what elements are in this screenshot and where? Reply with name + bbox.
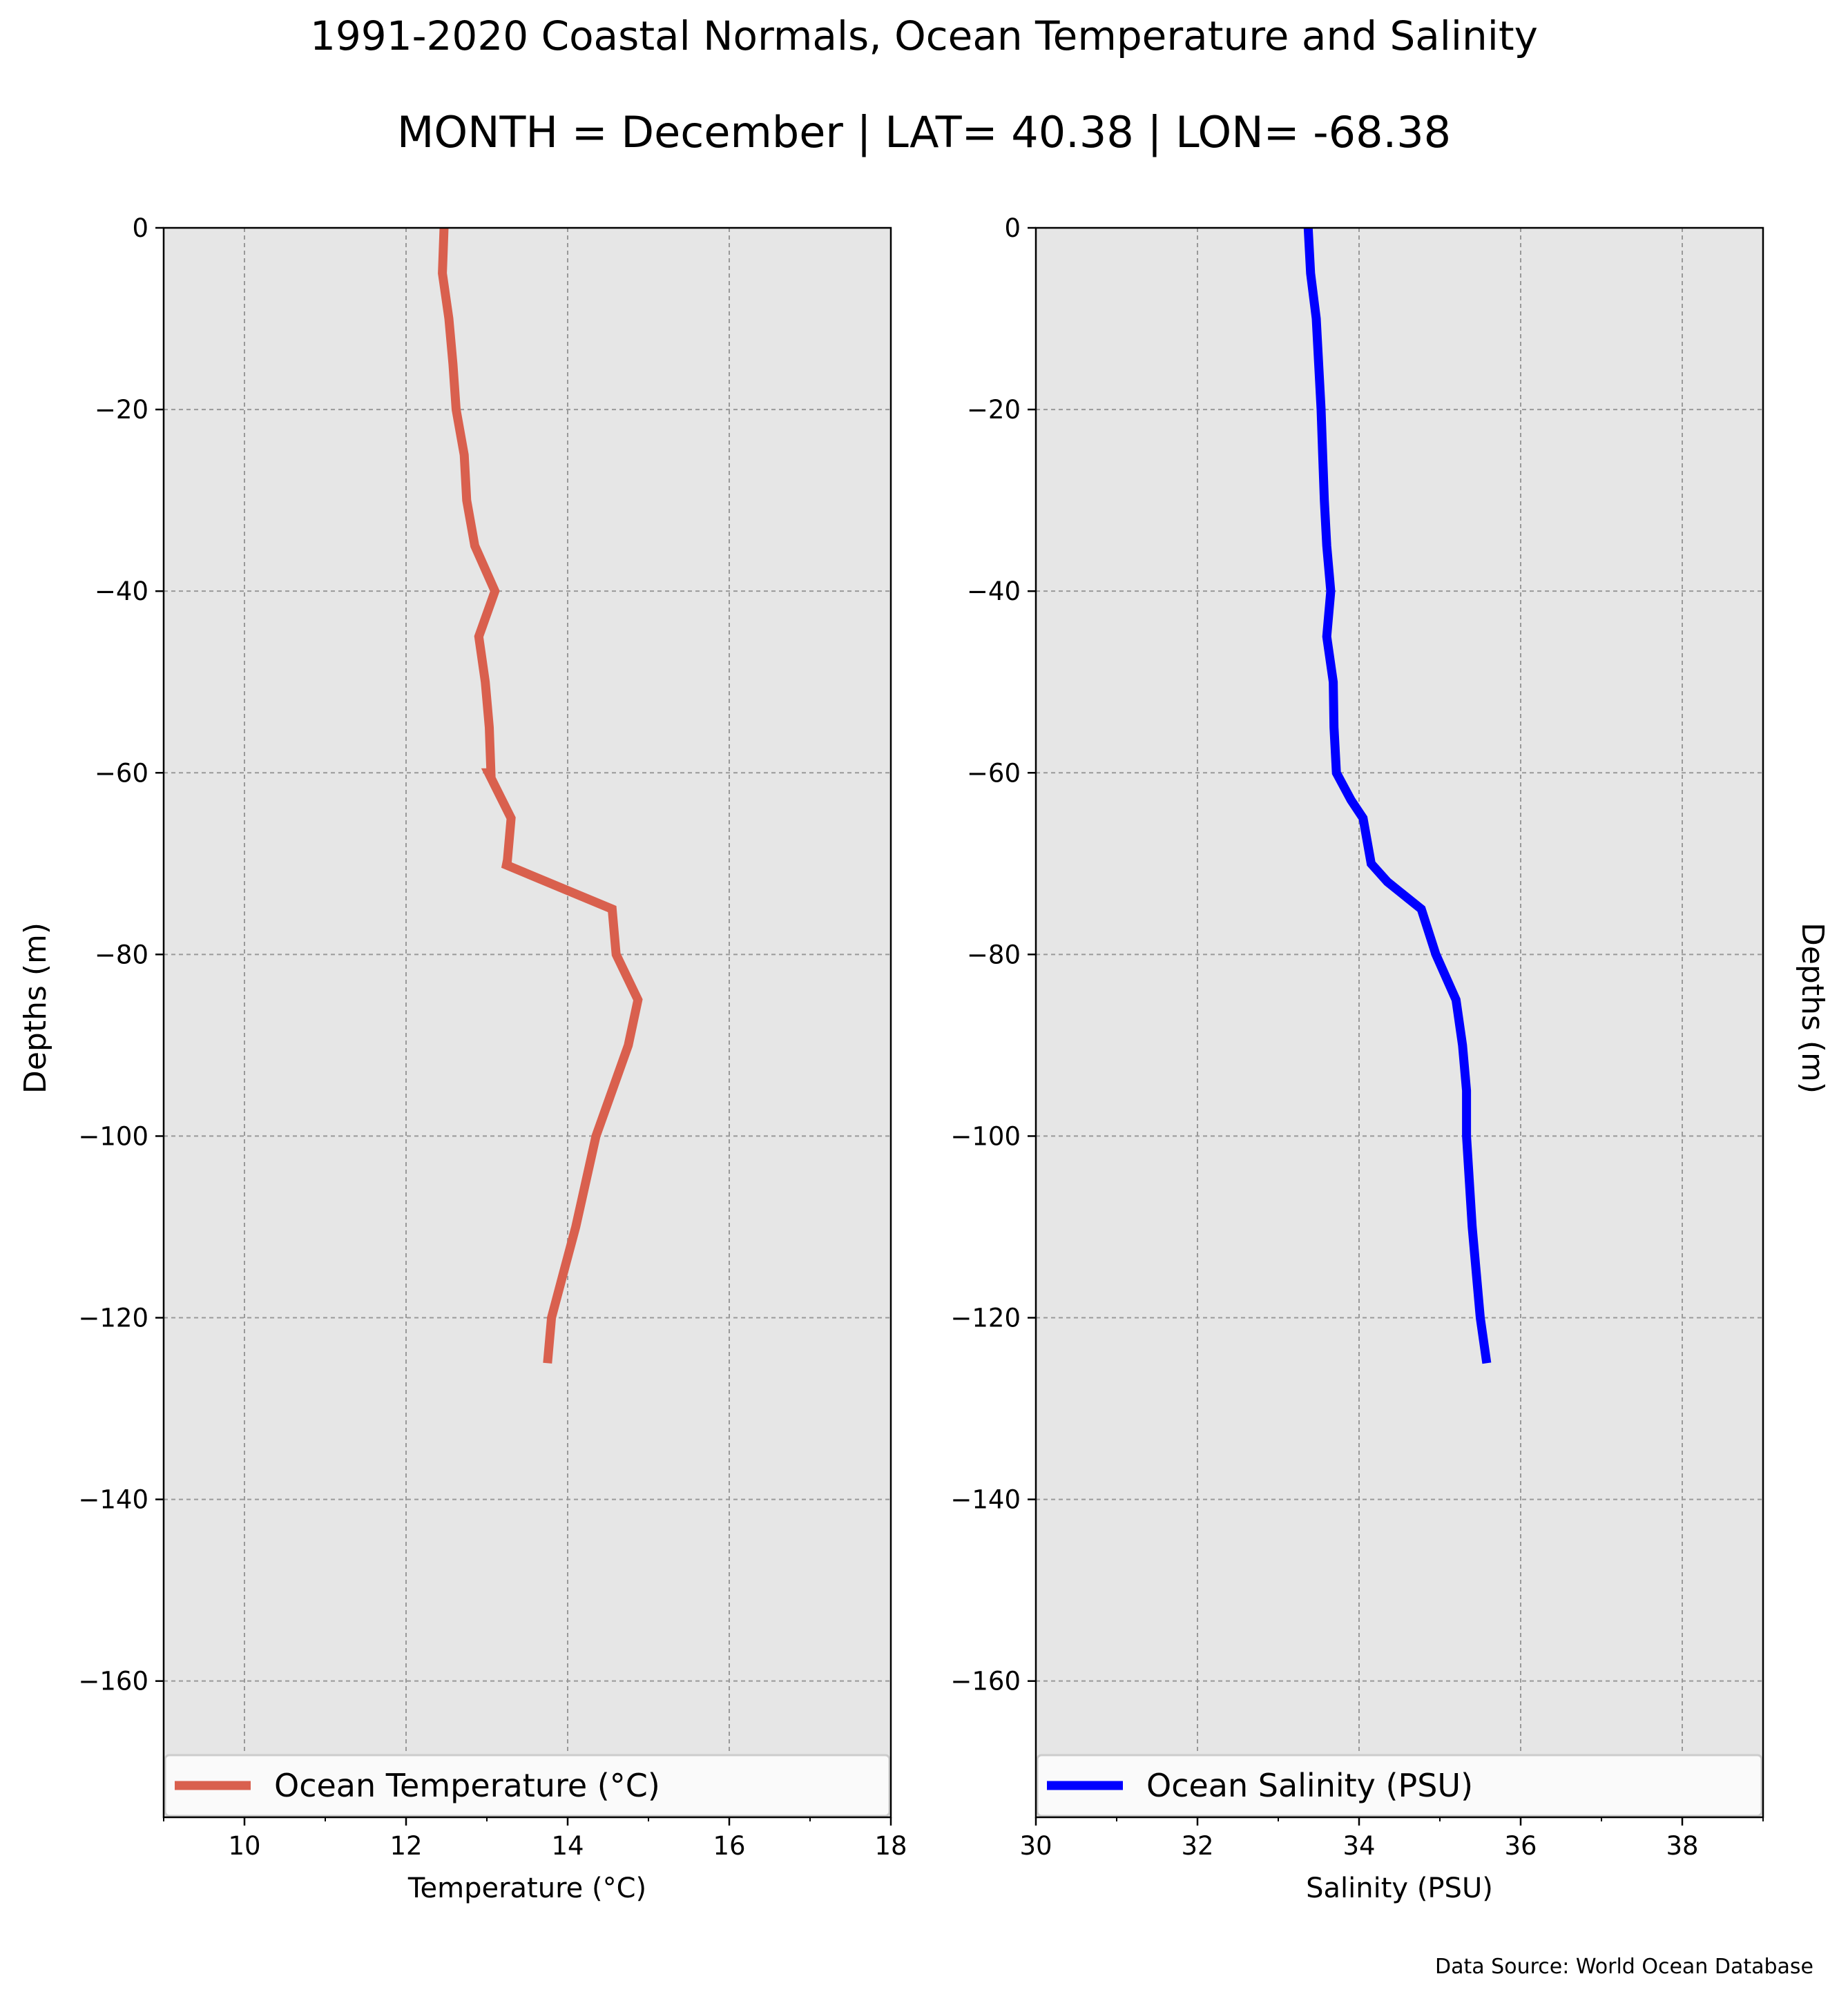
salinity-y-tick-label: −80 [967, 940, 1021, 969]
right-y-axis-label: Depths (m) [1795, 922, 1830, 1094]
salinity-x-tick-label: 36 [1504, 1831, 1537, 1861]
temperature-x-tick-label: 14 [551, 1831, 584, 1861]
temperature-plot-area [164, 228, 891, 1817]
temperature-x-tick-label: 16 [713, 1831, 745, 1861]
salinity-legend[interactable]: Ocean Salinity (PSU) [1036, 1754, 1763, 1817]
salinity-y-tick-label: −40 [967, 577, 1021, 606]
salinity-y-tick-label: −120 [950, 1304, 1021, 1333]
temperature-x-tick-label: 12 [389, 1831, 422, 1861]
temperature-legend[interactable]: Ocean Temperature (°C) [164, 1754, 891, 1817]
temperature-legend-label: Ocean Temperature (°C) [274, 1767, 660, 1804]
salinity-x-axis-label: Salinity (PSU) [1306, 1873, 1493, 1904]
temperature-y-tick-label: −140 [78, 1485, 148, 1515]
salinity-y-tick-label: −140 [950, 1485, 1021, 1515]
salinity-series-line[interactable] [1303, 227, 1492, 1364]
temperature-y-tick-label: −160 [78, 1667, 148, 1696]
temperature-series-line[interactable] [438, 227, 643, 1364]
salinity-legend-box [1036, 1754, 1763, 1817]
salinity-x-tick-label: 34 [1342, 1831, 1375, 1861]
temperature-x-axis-label: Temperature (°C) [407, 1873, 646, 1904]
temperature-x-tick-label: 10 [228, 1831, 260, 1861]
temperature-axes-frame [162, 226, 892, 1819]
salinity-x-tick-label: 30 [1019, 1831, 1052, 1861]
salinity-y-tick-label: −100 [950, 1121, 1021, 1151]
temperature-x-tick-label: 18 [874, 1831, 907, 1861]
salinity-y-tick-label: −60 [967, 758, 1021, 788]
salinity-y-tick-label: −160 [950, 1667, 1021, 1696]
temperature-y-tick-label: −100 [78, 1121, 148, 1151]
salinity-legend-label: Ocean Salinity (PSU) [1146, 1767, 1473, 1804]
temperature-y-tick-label: −60 [95, 758, 148, 788]
data-source-note: Data Source: World Ocean Database [1435, 1955, 1813, 1979]
salinity-x-tick-label: 32 [1181, 1831, 1213, 1861]
temperature-y-tick-label: −80 [95, 940, 148, 969]
temperature-y-tick-label: −40 [95, 577, 148, 606]
salinity-axes-frame [1034, 226, 1764, 1819]
salinity-panel: Ocean Salinity (PSU) 30 32 34 36 38 0 −20 −40 −60… [950, 213, 1764, 1904]
chart-subtitle: MONTH = December | LAT= 40.38 | LON= -68… [396, 107, 1452, 157]
temperature-y-tick-label: 0 [132, 213, 148, 243]
temperature-y-tick-label: −20 [95, 395, 148, 425]
salinity-y-tick-label: −20 [967, 395, 1021, 425]
temperature-legend-box [164, 1754, 891, 1817]
temperature-y-tick-label: −120 [78, 1304, 148, 1333]
salinity-plot-area [1036, 228, 1763, 1817]
salinity-x-tick-label: 38 [1666, 1831, 1698, 1861]
chart-title: 1991-2020 Coastal Normals, Ocean Tempera… [310, 12, 1538, 59]
salinity-y-tick-label: 0 [1004, 213, 1021, 243]
temperature-panel: Ocean Temperature (°C) 10 12 14 16 18 0 −20 −40 −… [78, 213, 907, 1904]
left-y-axis-label: Depths (m) [18, 922, 53, 1094]
